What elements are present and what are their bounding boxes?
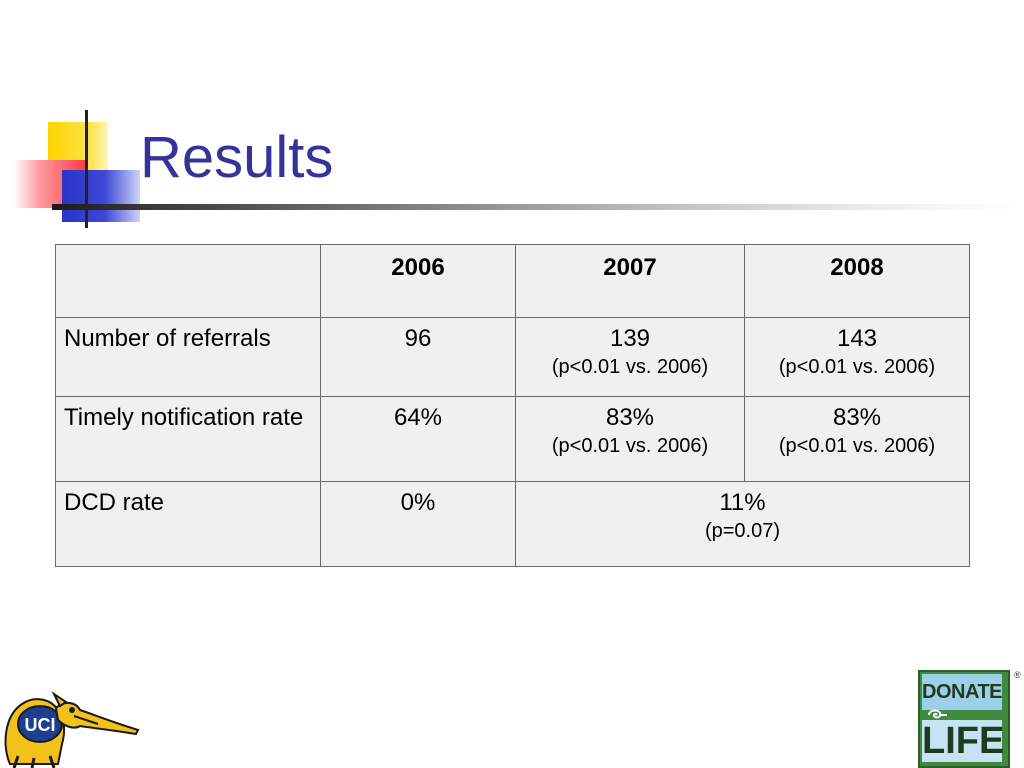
cell-2008: 83% (p<0.01 vs. 2006) [744, 396, 970, 482]
table-row-timely-notification: Timely notification rate 64% 83% (p<0.01… [55, 396, 970, 482]
registered-mark: ® [1014, 670, 1021, 680]
cell-value: 83% [605, 404, 655, 431]
cell-pvalue: (p<0.01 vs. 2006) [778, 356, 936, 378]
table-header-cell-2006: 2006 [320, 244, 516, 318]
row-label: Number of referrals [55, 317, 321, 397]
cell-2006: 0% [320, 481, 516, 567]
table-header-row: 2006 2007 2008 [55, 244, 970, 318]
cell-value: 83% [832, 404, 882, 431]
table-header-cell-2008: 2008 [744, 244, 970, 318]
cell-pvalue: (p=0.07) [704, 520, 781, 542]
ornament-blue-square [62, 170, 140, 222]
table-header-cell-2007: 2007 [515, 244, 745, 318]
donate-life-top-text: DONATE [922, 674, 1002, 710]
table-header-cell-empty [55, 244, 321, 318]
table-row-dcd-rate: DCD rate 0% 11% (p=0.07) [55, 481, 970, 567]
uci-anteater-logo: UCI [4, 691, 140, 768]
cell-pvalue: (p<0.01 vs. 2006) [551, 356, 709, 378]
cell-2006: 64% [320, 396, 516, 482]
title-underline [52, 204, 1024, 210]
cell-2006: 96 [320, 317, 516, 397]
results-table: 2006 2007 2008 Number of referrals 96 13… [55, 244, 970, 567]
cell-2007-2008-merged: 11% (p=0.07) [515, 481, 970, 567]
donate-life-logo: DONATE LIFE ® [918, 670, 1021, 768]
cell-value: 139 [609, 325, 651, 352]
cell-2008: 143 (p<0.01 vs. 2006) [744, 317, 970, 397]
donate-life-bottom-text: LIFE [922, 720, 1005, 762]
row-label: DCD rate [55, 481, 321, 567]
table-row-referrals: Number of referrals 96 139 (p<0.01 vs. 2… [55, 317, 970, 397]
cell-value: 143 [836, 325, 878, 352]
uci-text: UCI [25, 715, 56, 735]
cell-2007: 83% (p<0.01 vs. 2006) [515, 396, 745, 482]
swirl-icon [928, 709, 947, 719]
row-label: Timely notification rate [55, 396, 321, 482]
cell-pvalue: (p<0.01 vs. 2006) [778, 435, 936, 457]
ornament-vertical-line [85, 110, 88, 228]
slide-title: Results [140, 125, 334, 190]
cell-value: 11% [719, 489, 766, 516]
cell-2007: 139 (p<0.01 vs. 2006) [515, 317, 745, 397]
cell-pvalue: (p<0.01 vs. 2006) [551, 435, 709, 457]
title-ornament [0, 100, 150, 235]
